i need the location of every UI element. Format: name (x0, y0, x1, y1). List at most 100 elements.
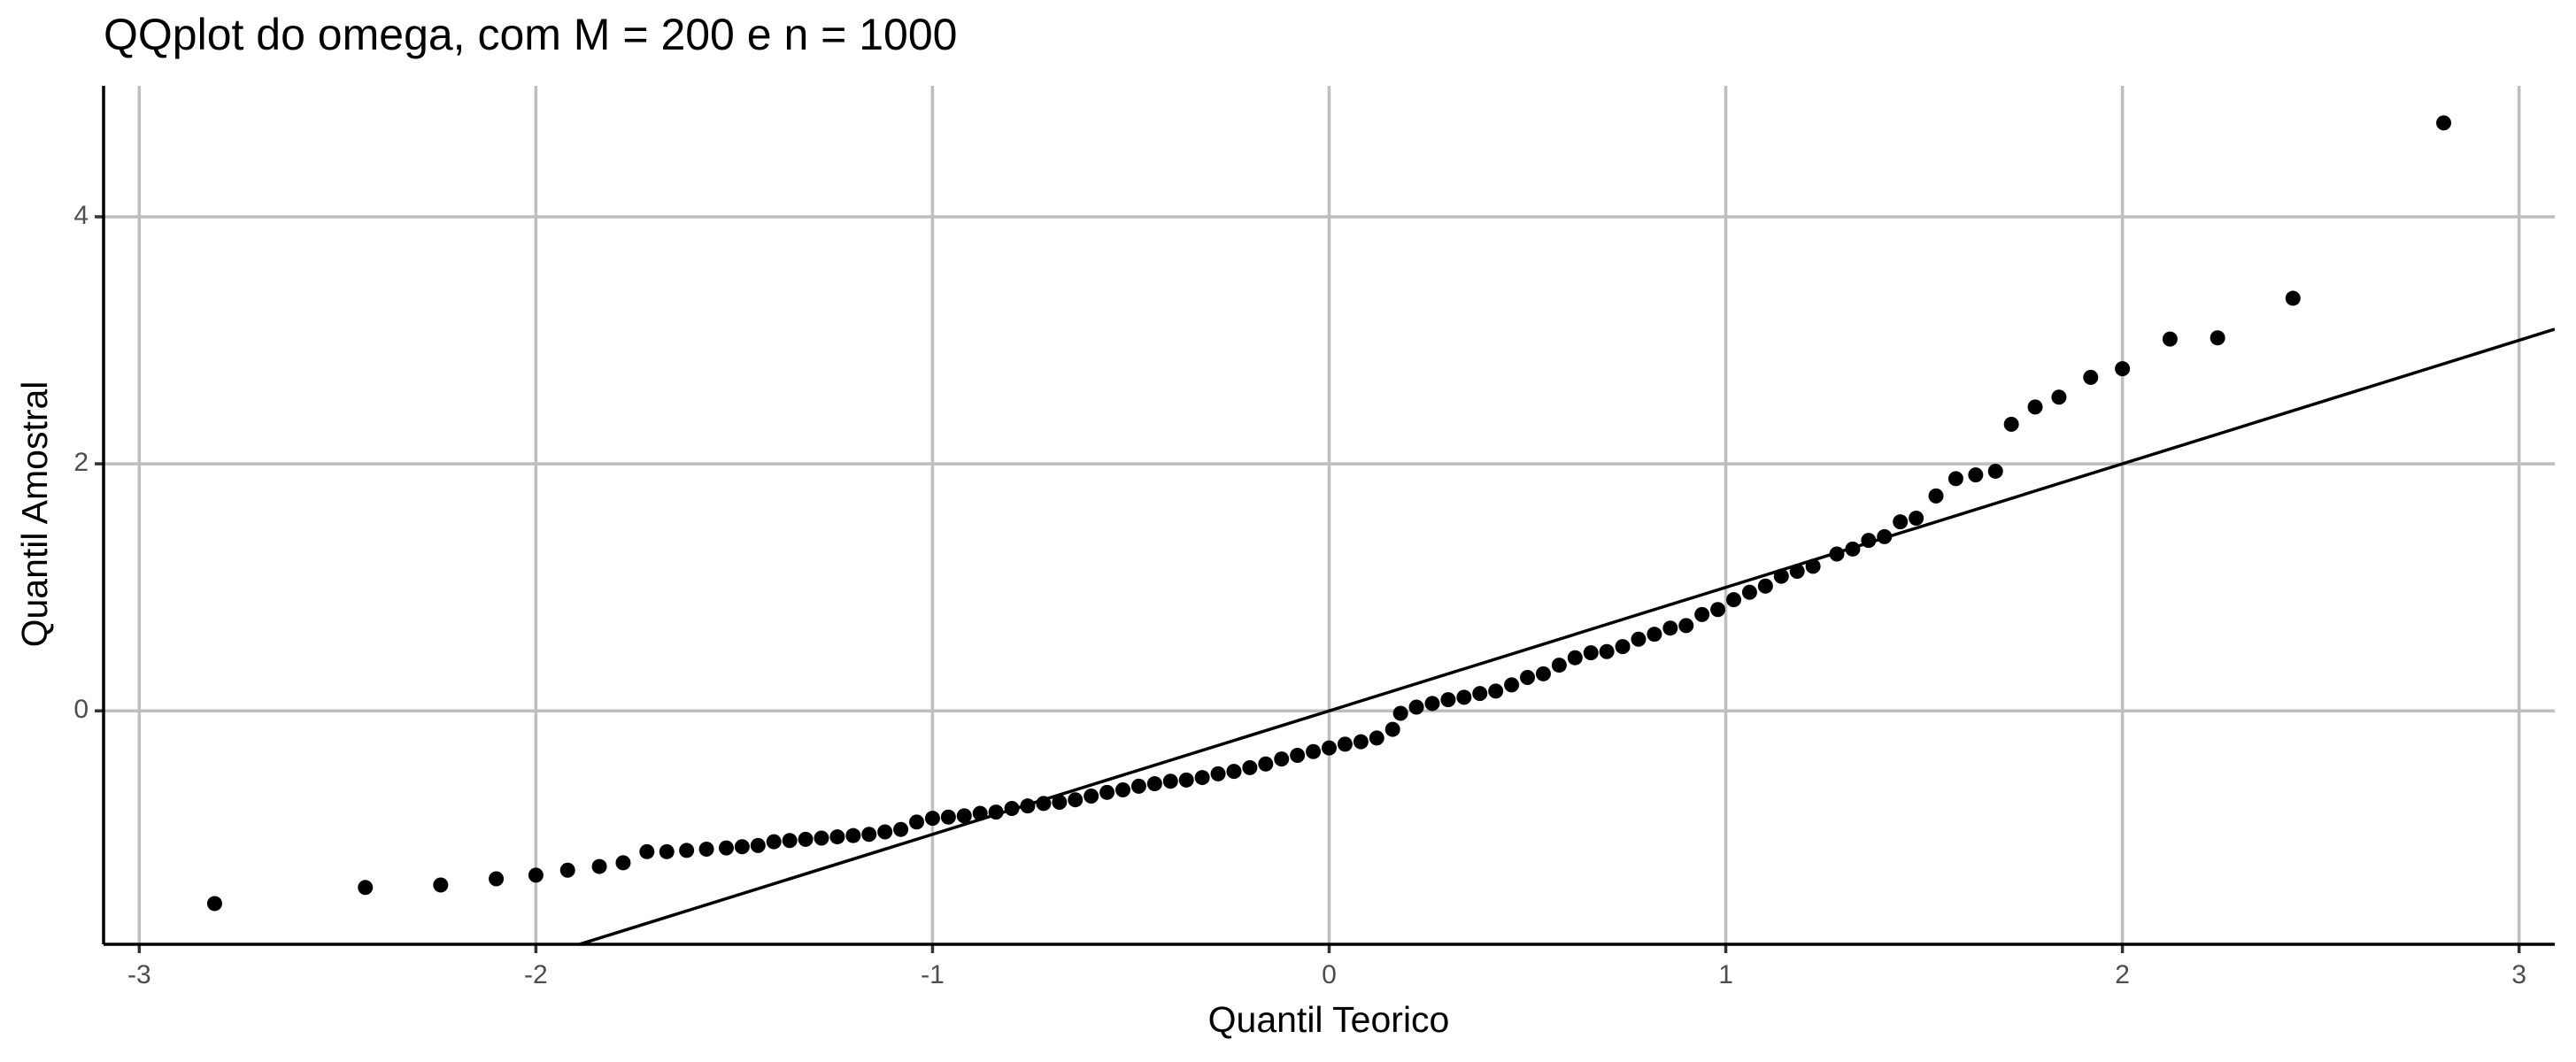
x-tick-label: 0 (1322, 960, 1337, 989)
point (877, 824, 893, 840)
point (1099, 784, 1115, 800)
point (924, 811, 940, 827)
point (1004, 800, 1020, 816)
point (1322, 740, 1337, 756)
point (1829, 546, 1845, 562)
point (1987, 463, 2003, 479)
point (591, 858, 607, 874)
point (1928, 488, 1944, 504)
point (1353, 734, 1369, 750)
point (659, 843, 675, 859)
reference-line-layer (574, 327, 2555, 944)
point (358, 880, 374, 896)
point (1036, 796, 1052, 812)
y-tick-label: 0 (73, 695, 89, 724)
point (615, 855, 631, 871)
point (893, 821, 909, 837)
point (829, 829, 845, 845)
point (1226, 764, 1242, 780)
y-axis-title: Quantil Amostral (14, 381, 55, 648)
point (1968, 467, 1984, 483)
points (206, 115, 2452, 912)
point (1290, 747, 1306, 763)
reference-line (574, 327, 2555, 944)
point (1909, 510, 1924, 526)
point (1084, 789, 1099, 804)
x-tick-label: -1 (921, 960, 945, 989)
x-tick-label: -2 (524, 960, 548, 989)
point (1535, 666, 1551, 681)
point (1757, 578, 1773, 594)
point (206, 896, 222, 912)
x-tick-label: 2 (2115, 960, 2130, 989)
point (1306, 743, 1322, 759)
point (1789, 564, 1805, 580)
point (766, 834, 782, 850)
point (433, 877, 449, 893)
point (940, 809, 956, 825)
point (2436, 115, 2452, 131)
point (1599, 643, 1615, 659)
point (2162, 331, 2178, 347)
point (1194, 770, 1210, 786)
point (1146, 776, 1162, 792)
point (2027, 399, 2043, 415)
point (698, 842, 714, 858)
point (1805, 558, 1821, 574)
point (1583, 645, 1599, 661)
point (2115, 361, 2131, 377)
point (1162, 773, 1178, 789)
point (528, 867, 544, 883)
point (1615, 639, 1631, 655)
point (2210, 330, 2225, 346)
x-tick-label: 3 (2511, 960, 2526, 989)
point (988, 804, 1004, 820)
point (845, 827, 861, 843)
point (1504, 677, 1520, 693)
point (2285, 290, 2301, 306)
point (861, 827, 877, 843)
point (1068, 792, 1084, 808)
point (1741, 584, 1757, 600)
point (1274, 751, 1290, 767)
point (1210, 766, 1226, 781)
point (1020, 798, 1036, 814)
point (750, 837, 766, 853)
point (489, 871, 505, 887)
point (734, 839, 750, 855)
point (1424, 696, 1440, 712)
point (1694, 606, 1710, 622)
point (1130, 778, 1146, 794)
point (798, 831, 814, 847)
point (1440, 692, 1456, 708)
point (2083, 369, 2099, 385)
point (972, 805, 988, 821)
point (1861, 533, 1877, 549)
y-tick-label: 2 (73, 448, 89, 477)
point (679, 843, 695, 858)
point (559, 862, 575, 878)
point (1631, 631, 1647, 647)
grid (104, 86, 2555, 944)
x-tick-label: 1 (1718, 960, 1733, 989)
point (1337, 736, 1353, 752)
point (1392, 705, 1408, 721)
point (1647, 627, 1662, 643)
point (1947, 471, 1963, 487)
point (1369, 730, 1384, 746)
point (1242, 759, 1258, 775)
point (1384, 721, 1400, 737)
point (1726, 592, 1742, 608)
point (1710, 602, 1726, 618)
point (1520, 670, 1536, 686)
point (639, 843, 655, 859)
point (782, 833, 798, 849)
point (1456, 689, 1472, 705)
point (1877, 528, 1893, 544)
point (1893, 514, 1909, 530)
point (909, 814, 925, 830)
point (1845, 541, 1861, 557)
point (1551, 658, 1567, 673)
point (1408, 699, 1424, 715)
